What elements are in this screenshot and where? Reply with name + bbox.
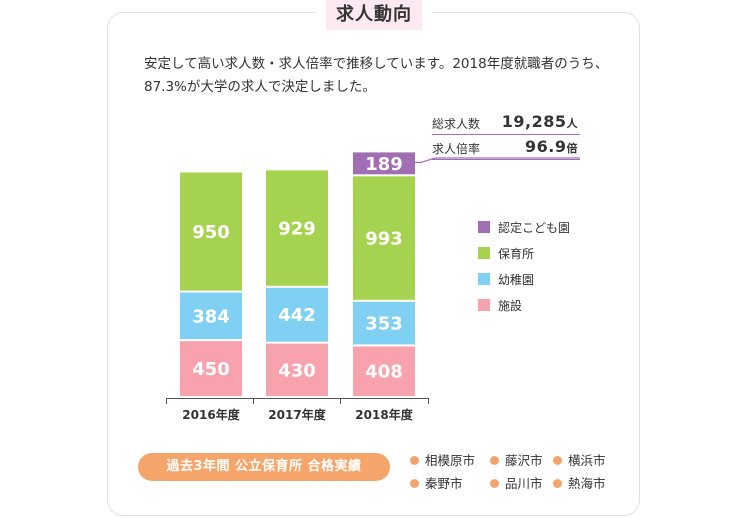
dot-icon — [553, 479, 562, 488]
results-badge: 過去3年間 公立保育所 合格実績 — [138, 453, 390, 481]
stat-label: 求人倍率 — [432, 142, 481, 156]
data-label: 442 — [278, 305, 316, 326]
x-tick-label: 2017年度 — [268, 407, 326, 422]
dot-icon — [553, 456, 562, 465]
data-label: 384 — [192, 306, 230, 327]
dot-icon — [410, 479, 419, 488]
bar-segment — [266, 287, 328, 342]
city-item: 品川市 — [490, 473, 543, 492]
data-label: 929 — [278, 219, 316, 240]
legend-swatch — [478, 299, 490, 311]
data-label: 950 — [192, 222, 230, 243]
section-title-text: 求人動向 — [326, 0, 422, 30]
bar-segment — [353, 346, 415, 396]
data-label: 430 — [278, 360, 316, 381]
bar-segment — [180, 292, 242, 340]
callout-line — [415, 157, 580, 164]
x-tick-label: 2018年度 — [355, 407, 413, 422]
stat-job-ratio: 求人倍率 96.9倍 — [432, 137, 580, 160]
stats-box: 総求人数 19,285人 求人倍率 96.9倍 — [432, 112, 580, 162]
bar-segment — [180, 172, 242, 291]
data-label: 450 — [192, 359, 230, 380]
bar-segment — [266, 343, 328, 396]
city-item: 藤沢市 — [490, 450, 543, 469]
x-tick-label: 2016年度 — [182, 407, 240, 422]
legend-label: 施設 — [498, 299, 523, 313]
legend-swatch — [478, 247, 490, 259]
stat-value: 19,285人 — [501, 112, 578, 131]
city-item: 横浜市 — [553, 450, 606, 469]
dot-icon — [410, 456, 419, 465]
city-item: 相模原市 — [410, 450, 475, 469]
data-label: 993 — [365, 229, 403, 250]
bar-segment — [180, 341, 242, 396]
bar-segment — [353, 176, 415, 300]
stat-label: 総求人数 — [432, 117, 481, 131]
legend-label: 保育所 — [498, 247, 535, 261]
data-label: 408 — [365, 362, 403, 383]
legend-label: 認定こども園 — [498, 221, 571, 235]
description: 安定して高い求人数・求人倍率で推移しています。2018年度就職者のうち、87.3… — [144, 56, 609, 95]
city-item: 熱海市 — [553, 473, 606, 492]
bar-segment — [353, 301, 415, 345]
dot-icon — [490, 479, 499, 488]
section-title: 求人動向 — [316, 0, 432, 34]
stat-total-openings: 総求人数 19,285人 — [432, 112, 580, 135]
data-label: 189 — [365, 154, 403, 175]
legend-swatch — [478, 221, 490, 233]
dot-icon — [490, 456, 499, 465]
bar-segment — [353, 152, 415, 175]
legend-swatch — [478, 273, 490, 285]
legend-label: 幼稚園 — [498, 273, 535, 287]
city-item: 秦野市 — [410, 473, 463, 492]
bar-segment — [266, 170, 328, 286]
stat-value: 96.9倍 — [525, 137, 578, 156]
data-label: 353 — [365, 314, 403, 335]
